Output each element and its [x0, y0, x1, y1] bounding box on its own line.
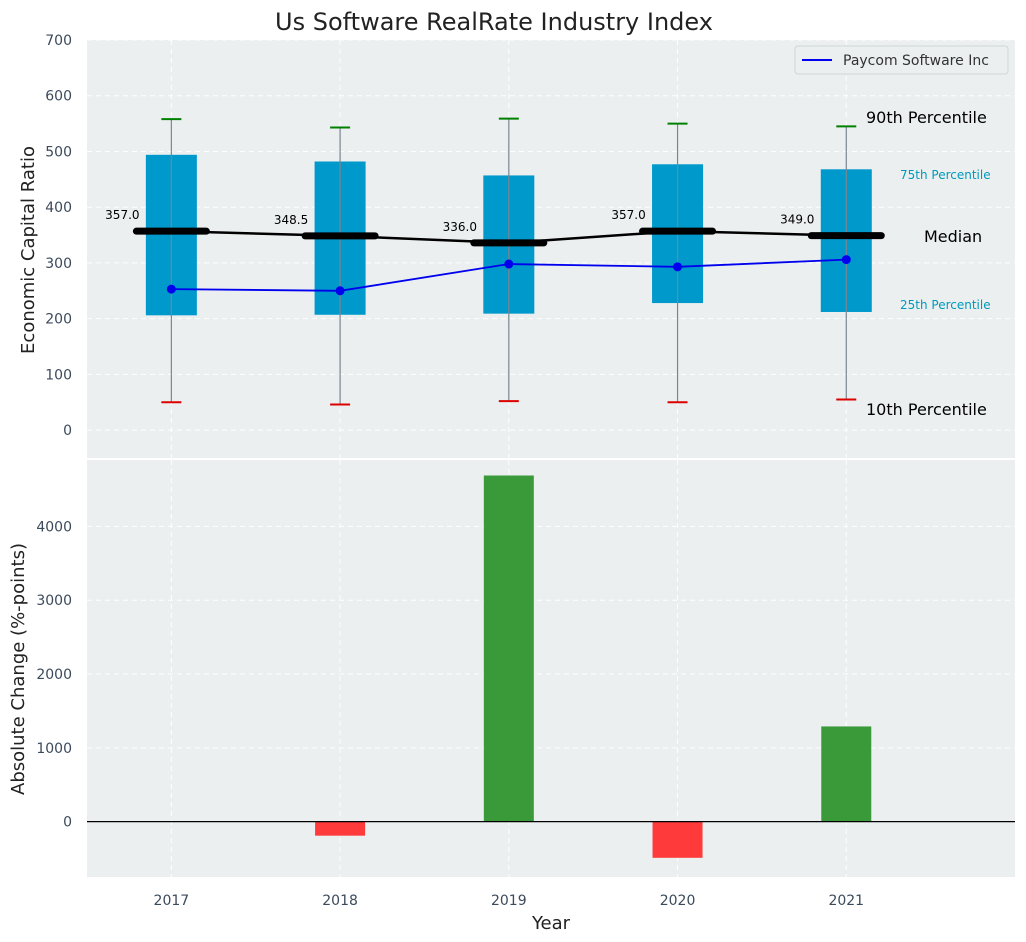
median-label-2021: 349.0 [780, 213, 814, 227]
p10-annotation: 10th Percentile [866, 400, 987, 419]
x-tick-2018: 2018 [322, 893, 358, 909]
bottom-plot-area [87, 460, 1015, 877]
top-y-ticks: 0 100 200 300 400 500 600 700 [45, 33, 72, 439]
x-tick-2019: 2019 [491, 893, 527, 909]
top-y-tick-600: 600 [45, 89, 72, 105]
top-y-tick-0: 0 [63, 423, 72, 439]
legend-label: Paycom Software Inc [843, 53, 989, 69]
chart-title: Us Software RealRate Industry Index [275, 8, 713, 36]
series-point-2019 [504, 259, 514, 269]
change-bars [315, 475, 872, 858]
top-y-axis-label: Economic Capital Ratio [18, 146, 39, 354]
top-y-tick-500: 500 [45, 144, 72, 160]
x-ticks: 2017 2018 2019 2020 2021 [154, 893, 865, 909]
x-axis-label: Year [531, 913, 571, 934]
median-label-2018: 348.5 [274, 213, 308, 227]
top-y-tick-100: 100 [45, 367, 72, 383]
legend: Paycom Software Inc [794, 45, 1009, 75]
median-labels: 357.0 348.5 336.0 357.0 349.0 [105, 208, 814, 234]
x-tick-2020: 2020 [660, 893, 696, 909]
median-label-2019: 336.0 [443, 220, 477, 234]
legend-box [794, 45, 1009, 75]
p25-annotation: 25th Percentile [900, 298, 991, 312]
series-point-2018 [335, 286, 345, 296]
median-label-2020: 357.0 [611, 208, 645, 222]
series-line [166, 255, 851, 296]
percentile-annotations: 90th Percentile 75th Percentile Median 2… [866, 108, 991, 419]
series-point-2021 [841, 255, 851, 265]
median-label-2017: 357.0 [105, 208, 139, 222]
bottom-y-axis-label: Absolute Change (%-points) [8, 543, 29, 795]
bottom-y-tick-0: 0 [63, 815, 72, 831]
median-trend-line [171, 229, 847, 245]
p75-annotation: 75th Percentile [900, 168, 991, 182]
top-plot-area [87, 40, 1015, 458]
bar-2019 [483, 475, 534, 822]
top-y-tick-400: 400 [45, 200, 72, 216]
series-point-2020 [673, 262, 683, 272]
bottom-y-tick-2000: 2000 [36, 667, 72, 683]
top-y-tick-700: 700 [45, 33, 72, 49]
median-line [171, 229, 847, 245]
bottom-y-ticks: 0 1000 2000 3000 4000 [36, 519, 72, 830]
x-tick-2021: 2021 [828, 893, 864, 909]
bottom-y-tick-4000: 4000 [36, 519, 72, 535]
top-y-tick-300: 300 [45, 256, 72, 272]
median-annotation: Median [924, 227, 982, 246]
bar-2021 [821, 726, 872, 822]
bottom-y-tick-3000: 3000 [36, 593, 72, 609]
top-y-tick-200: 200 [45, 312, 72, 328]
series-point-2017 [166, 284, 176, 294]
bar-2020 [652, 821, 703, 858]
p90-annotation: 90th Percentile [866, 108, 987, 127]
x-tick-2017: 2017 [154, 893, 190, 909]
bar-2018 [315, 821, 366, 836]
bottom-y-tick-1000: 1000 [36, 741, 72, 757]
